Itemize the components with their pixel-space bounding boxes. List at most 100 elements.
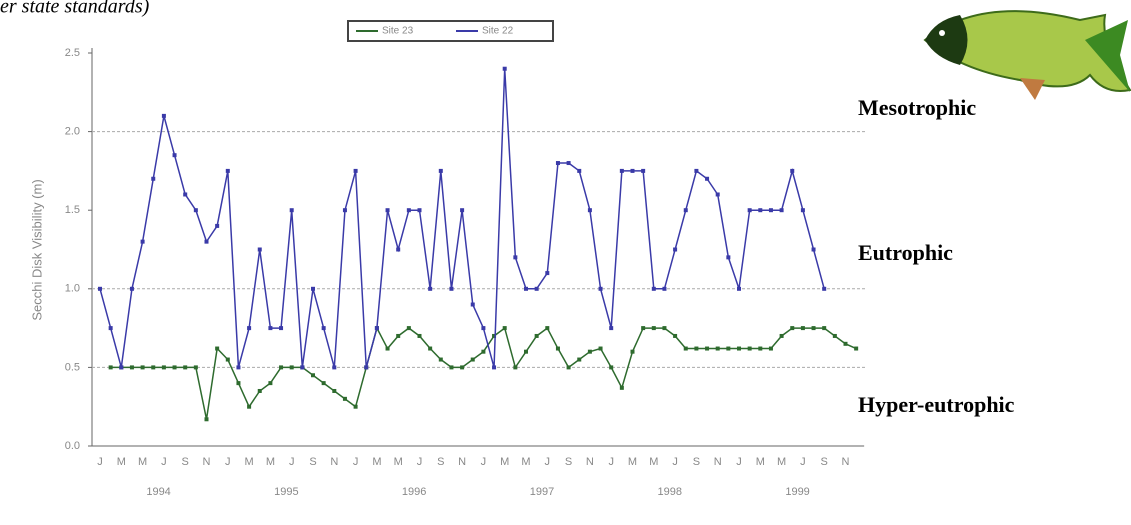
data-point: [481, 326, 486, 331]
data-point: [609, 365, 614, 370]
data-point: [225, 357, 230, 362]
data-point: [587, 208, 592, 213]
data-point: [193, 365, 198, 370]
data-point: [768, 346, 773, 351]
data-point: [460, 208, 465, 213]
data-point: [342, 396, 347, 401]
x-tick-label: J: [417, 456, 423, 468]
data-point: [790, 168, 795, 173]
y-tick-label: 2.0: [65, 126, 80, 138]
data-point: [619, 385, 624, 390]
data-point: [183, 192, 188, 197]
data-point: [417, 208, 422, 213]
x-tick-label: S: [821, 456, 828, 468]
data-point: [140, 239, 145, 244]
x-tick-label: J: [672, 456, 678, 468]
series-line: [110, 326, 857, 420]
x-tick-label: J: [289, 456, 295, 468]
data-point: [566, 161, 571, 166]
data-point: [236, 381, 241, 386]
x-tick-label: M: [500, 456, 509, 468]
x-tick-label: J: [545, 456, 551, 468]
data-point: [800, 208, 805, 213]
data-point: [385, 346, 390, 351]
data-point: [193, 208, 198, 213]
data-point: [172, 365, 177, 370]
data-point: [140, 365, 145, 370]
data-point: [641, 326, 646, 331]
data-point: [406, 208, 411, 213]
x-tick-label: M: [756, 456, 765, 468]
data-point: [215, 346, 220, 351]
data-point: [832, 333, 837, 338]
data-point: [406, 326, 411, 331]
x-tick-label: N: [458, 456, 466, 468]
x-tick-label: M: [394, 456, 403, 468]
data-point: [790, 326, 795, 331]
legend-box: [347, 20, 554, 42]
data-point: [353, 168, 358, 173]
data-point: [172, 153, 177, 158]
data-point: [619, 168, 624, 173]
data-point: [555, 161, 560, 166]
data-point: [300, 365, 305, 370]
y-tick-label: 2.5: [65, 47, 80, 59]
year-label: 1998: [658, 486, 682, 498]
x-tick-label: J: [161, 456, 167, 468]
x-tick-label: M: [117, 456, 126, 468]
data-point: [598, 346, 603, 351]
data-point: [630, 168, 635, 173]
data-point: [257, 388, 262, 393]
data-point: [715, 346, 720, 351]
data-point: [726, 255, 731, 260]
x-tick-label: M: [521, 456, 530, 468]
annotation: Hyper-eutrophic: [858, 392, 1015, 417]
x-tick-label: N: [203, 456, 211, 468]
data-point: [257, 247, 262, 252]
data-point: [513, 255, 518, 260]
x-tick-label: J: [225, 456, 231, 468]
legend-label: Site 23: [382, 26, 414, 37]
data-point: [566, 365, 571, 370]
x-tick-label: M: [138, 456, 147, 468]
data-point: [683, 208, 688, 213]
data-point: [417, 333, 422, 338]
data-point: [151, 365, 156, 370]
data-point: [161, 113, 166, 118]
annotation: Eutrophic: [858, 240, 953, 265]
data-point: [758, 208, 763, 213]
data-point: [225, 168, 230, 173]
data-point: [651, 326, 656, 331]
data-point: [779, 333, 784, 338]
data-point: [598, 286, 603, 291]
data-point: [726, 346, 731, 351]
data-point: [641, 168, 646, 173]
data-point: [502, 66, 507, 71]
data-point: [321, 326, 326, 331]
x-tick-label: N: [330, 456, 338, 468]
data-point: [747, 208, 752, 213]
data-point: [374, 326, 379, 331]
data-point: [353, 404, 358, 409]
data-point: [545, 326, 550, 331]
x-tick-label: M: [372, 456, 381, 468]
data-point: [129, 286, 134, 291]
x-tick-label: M: [628, 456, 637, 468]
x-tick-label: M: [266, 456, 275, 468]
data-point: [715, 192, 720, 197]
data-point: [694, 346, 699, 351]
data-point: [811, 247, 816, 252]
x-tick-label: J: [481, 456, 487, 468]
year-label: 1999: [785, 486, 809, 498]
annotation: Mesotrophic: [858, 95, 976, 120]
data-point: [204, 417, 209, 422]
data-point: [311, 373, 315, 378]
data-point: [577, 357, 582, 362]
data-point: [811, 326, 816, 331]
data-point: [662, 326, 667, 331]
data-point: [183, 365, 188, 370]
data-point: [577, 168, 582, 173]
data-point: [609, 326, 614, 331]
data-point: [758, 346, 763, 351]
data-point: [747, 346, 752, 351]
